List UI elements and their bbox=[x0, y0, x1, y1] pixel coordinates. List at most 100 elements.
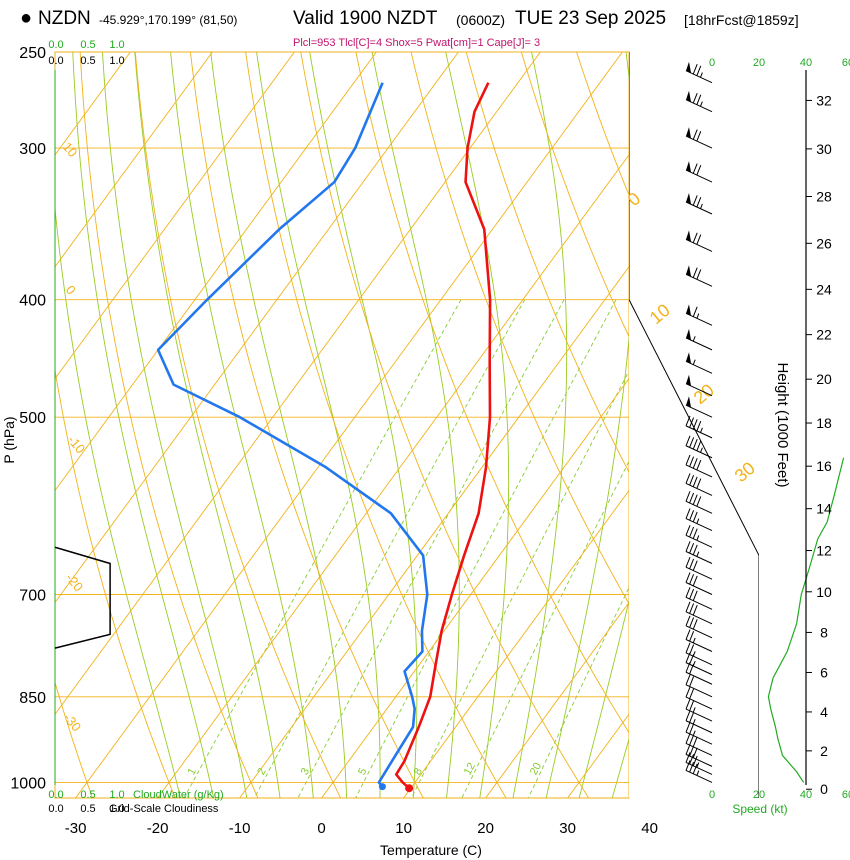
height-tick-label: 12 bbox=[816, 543, 832, 559]
height-tick-label: 8 bbox=[820, 624, 828, 640]
wind-barb bbox=[685, 742, 713, 756]
cloudiness-line bbox=[54, 546, 111, 649]
wind-barb bbox=[685, 404, 713, 418]
cloudwater-label: CloudWater (g/Kg) bbox=[133, 789, 224, 801]
x-tick-label: 30 bbox=[559, 820, 576, 837]
isotherms bbox=[55, 52, 629, 798]
wind-barb-flag bbox=[692, 195, 698, 206]
moist-adiabat-line bbox=[309, 52, 418, 798]
wind-barb-flag bbox=[689, 417, 695, 428]
isotherm-label: 10 bbox=[60, 139, 81, 160]
wind-barb-flag bbox=[692, 163, 698, 174]
isotherm-line bbox=[55, 52, 213, 268]
wind-barb-pennant bbox=[686, 328, 691, 340]
isotherm-line bbox=[403, 489, 629, 798]
pressure-tick-label: 1000 bbox=[10, 775, 46, 792]
wind-barb-half bbox=[692, 637, 696, 644]
mixing-ratio-label: 5 bbox=[356, 766, 369, 777]
station-marker: ● bbox=[20, 7, 33, 29]
wind-barb-half bbox=[699, 72, 703, 78]
moist-adiabat-line bbox=[134, 52, 281, 798]
wind-barb-flag bbox=[692, 439, 698, 450]
dry-adiabat-label: 0 bbox=[624, 188, 645, 210]
wind-barb-flag bbox=[689, 734, 695, 746]
wind-barb-flag bbox=[685, 744, 691, 755]
height-tick-label: 20 bbox=[816, 371, 832, 387]
wind-barb-flag bbox=[696, 165, 702, 176]
wind-barb-flag bbox=[692, 63, 698, 75]
cloudiness-tick-bottom: 1.0 bbox=[109, 803, 124, 815]
moist-adiabats bbox=[55, 52, 629, 798]
height-tick-label: 30 bbox=[816, 141, 832, 157]
wind-speed-tick-bottom: 40 bbox=[800, 789, 812, 801]
wind-barb bbox=[685, 99, 713, 113]
isotherm-label: -20 bbox=[63, 570, 87, 594]
moist-adiabat-line bbox=[578, 599, 629, 798]
wind-speed-tick-top: 40 bbox=[800, 57, 812, 69]
wind-barb-pennant bbox=[686, 161, 691, 173]
wind-barb-flag bbox=[685, 674, 691, 685]
wind-barb-flag bbox=[689, 676, 695, 687]
mixing-ratio-label: 8 bbox=[412, 766, 425, 777]
wind-barb-flag bbox=[689, 492, 695, 504]
plot-frame bbox=[54, 51, 630, 799]
temperature-profile bbox=[394, 82, 492, 790]
valid-time: Valid 1900 NZDT bbox=[293, 8, 438, 29]
wind-barb bbox=[685, 551, 713, 564]
wind-barb-flag bbox=[692, 544, 698, 556]
moist-adiabat-line bbox=[256, 52, 381, 798]
wind-barb bbox=[685, 337, 713, 351]
wind-barb-half bbox=[692, 730, 696, 736]
wind-barb-flag bbox=[689, 723, 695, 735]
pressure-tick-label: 250 bbox=[19, 45, 46, 62]
wind-barb bbox=[685, 500, 713, 514]
surface-temperature-dot bbox=[405, 784, 414, 793]
wind-barb-half bbox=[696, 535, 700, 541]
height-axis: 00202040406060Speed (kt)0246810121416182… bbox=[709, 57, 850, 816]
wind-barb-half bbox=[696, 762, 700, 768]
moist-adiabat-line bbox=[512, 52, 568, 798]
wind-barb-flag bbox=[692, 755, 698, 767]
wind-barb bbox=[685, 582, 713, 595]
wind-barb-flag bbox=[689, 437, 695, 448]
wind-barb-flag bbox=[685, 698, 691, 710]
wind-barb-flag bbox=[692, 560, 698, 571]
mixing-ratio-label: 2 bbox=[255, 766, 268, 777]
x-tick-label: 0 bbox=[317, 820, 325, 837]
wind-barb bbox=[685, 566, 713, 580]
wind-barb-flag bbox=[685, 722, 691, 733]
wind-barb bbox=[685, 625, 713, 639]
wind-barb-half bbox=[692, 718, 696, 725]
wind-barb-flag bbox=[685, 710, 691, 721]
wind-barb-flag bbox=[692, 736, 698, 748]
wind-barb-flag bbox=[692, 129, 698, 140]
wind-barb-half bbox=[692, 359, 696, 365]
wind-barb-flag bbox=[685, 587, 691, 598]
wind-barb bbox=[685, 360, 713, 374]
wind-barb bbox=[685, 70, 713, 84]
isobars bbox=[55, 52, 629, 783]
wind-barb-flag bbox=[685, 454, 691, 466]
x-axis-title: Temperature (C) bbox=[380, 842, 482, 858]
wind-barb-pennant bbox=[686, 396, 691, 408]
height-tick-label: 18 bbox=[816, 415, 832, 431]
wind-barb-half bbox=[696, 551, 700, 557]
wind-barb bbox=[685, 762, 713, 775]
height-tick-label: 14 bbox=[816, 501, 832, 517]
wind-barb-flag bbox=[692, 494, 698, 505]
wind-barb-pennant bbox=[686, 193, 691, 205]
wind-panel-mask bbox=[629, 299, 759, 798]
height-axis-title: Height (1000 Feet) bbox=[774, 362, 791, 487]
wind-barb-flag bbox=[689, 631, 695, 642]
wind-barb-pennant bbox=[686, 61, 691, 73]
mixing-ratio-line bbox=[410, 369, 629, 798]
wind-barb bbox=[685, 135, 713, 149]
wind-barb-flag bbox=[685, 760, 691, 771]
cloudiness-label: Grid-Scale Cloudiness bbox=[109, 803, 219, 815]
moist-adiabat-line bbox=[55, 203, 181, 798]
wind-speed-tick-top: 60 bbox=[842, 57, 850, 69]
pressure-tick-label: 300 bbox=[19, 141, 46, 158]
wind-barb-flag bbox=[689, 663, 695, 675]
wind-speed-tick-bottom: 0 bbox=[709, 789, 715, 801]
